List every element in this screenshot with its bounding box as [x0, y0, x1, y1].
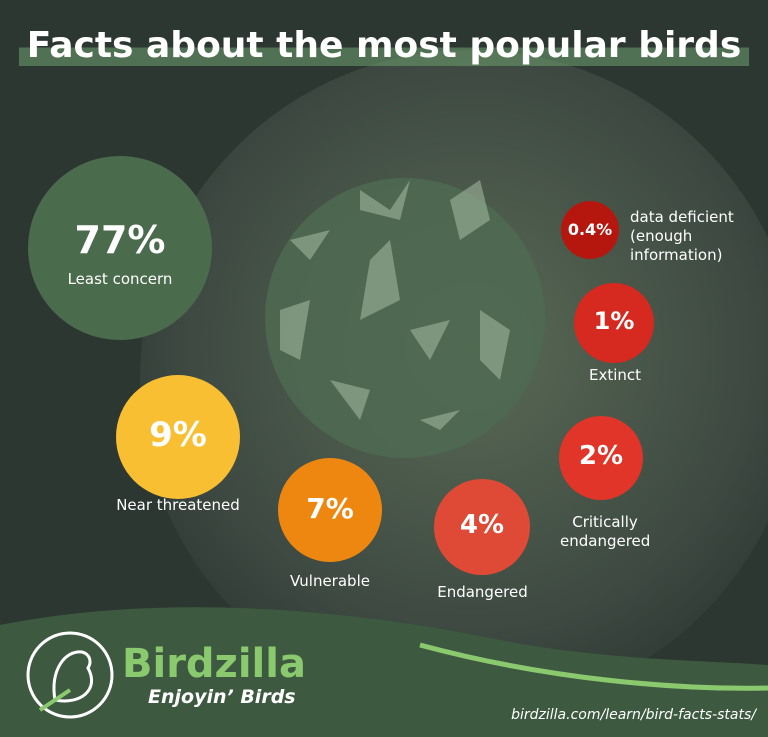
- bubble: [28, 156, 212, 340]
- brand: Birdzilla: [122, 641, 306, 687]
- category-label: Critically endangered: [560, 513, 651, 550]
- category-label: Vulnerable: [290, 572, 370, 590]
- value-label: 4%: [459, 510, 505, 541]
- category-label: Least concern: [67, 270, 173, 288]
- footer-accent: [419, 642, 768, 691]
- title-text: Facts about the most popular birds: [18, 25, 750, 66]
- category-label: Endangered: [437, 583, 528, 601]
- value-label: 7%: [306, 491, 354, 525]
- bird-circle: [265, 178, 545, 458]
- bubble: [278, 458, 382, 562]
- footer-band: [0, 607, 768, 737]
- chart-title: Facts about the most popular birds: [0, 22, 768, 70]
- bubble: [574, 283, 654, 363]
- value-label: 2%: [578, 441, 624, 472]
- bubble: [559, 416, 643, 500]
- value-label: 0.4%: [567, 219, 613, 239]
- tagline: Enjoyin’ Birds: [148, 686, 296, 708]
- category-label: data deficient (enough information): [630, 208, 734, 264]
- bubble: [116, 375, 240, 499]
- category-label: Extinct: [588, 366, 642, 384]
- bubble: [561, 201, 619, 259]
- source-url: birdzilla.com/learn/bird-facts-stats/: [511, 707, 756, 723]
- bird-silhouettes: [280, 180, 510, 430]
- category-label: Near threatened: [116, 496, 240, 514]
- value-label: 77%: [74, 218, 166, 262]
- logo-bird: [52, 650, 94, 703]
- bubble: [434, 479, 530, 575]
- logo-branch: [38, 688, 72, 712]
- value-label: 9%: [149, 414, 207, 455]
- value-label: 1%: [593, 307, 635, 336]
- logo-ring: [26, 631, 114, 719]
